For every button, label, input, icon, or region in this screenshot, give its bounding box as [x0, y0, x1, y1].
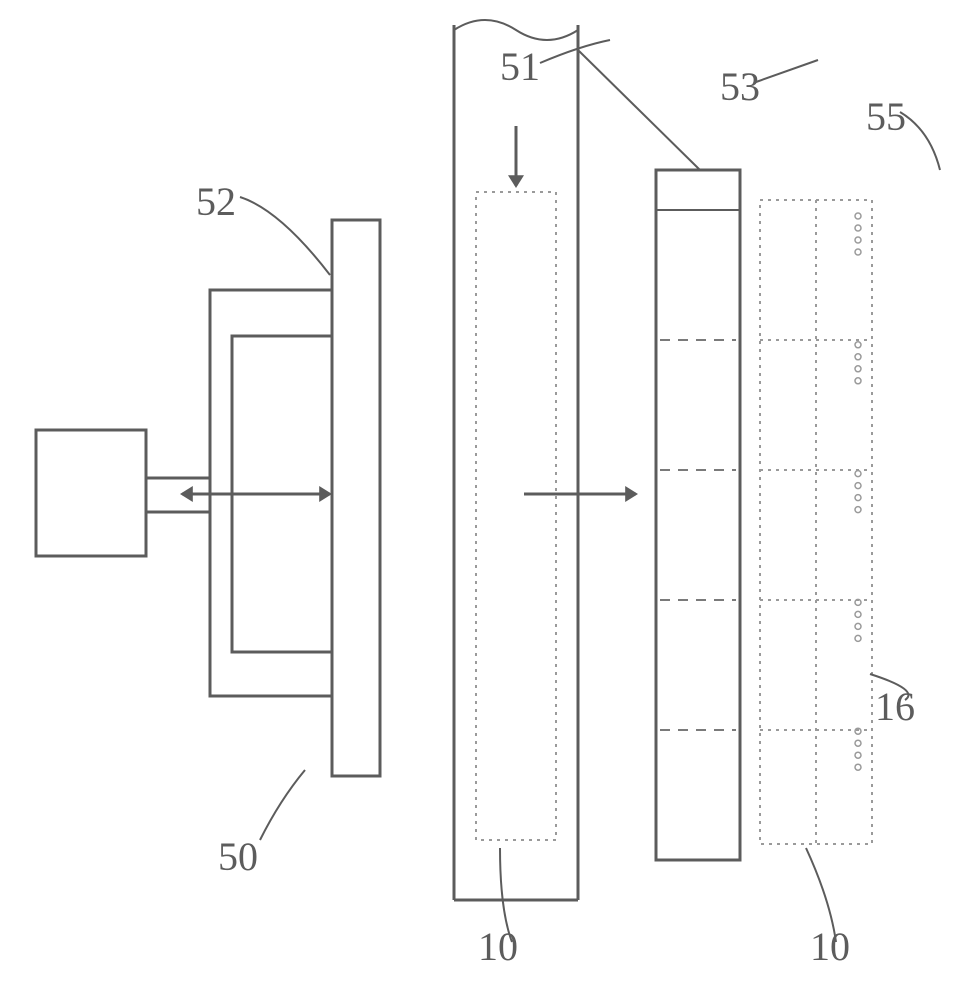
label-51: 51 — [500, 44, 540, 89]
label-52: 52 — [196, 179, 236, 224]
label-16: 16 — [875, 684, 915, 729]
label-10: 10 — [478, 924, 518, 969]
label-10: 10 — [810, 924, 850, 969]
label-53: 53 — [720, 64, 760, 109]
label-50: 50 — [218, 834, 258, 879]
label-55: 55 — [866, 94, 906, 139]
